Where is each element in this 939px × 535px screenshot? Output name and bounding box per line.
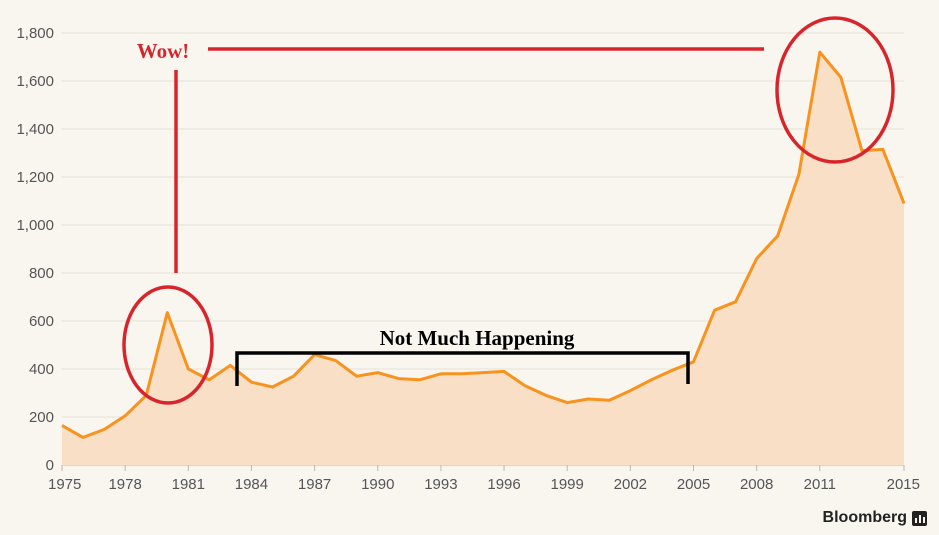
- x-tick-label: 1978: [108, 476, 141, 493]
- data-point-2003: [650, 378, 653, 381]
- data-point-1976: [82, 436, 85, 439]
- data-point-1975: [61, 424, 64, 427]
- data-point-2001: [608, 399, 611, 402]
- y-tick-label: 400: [29, 361, 54, 378]
- y-tick-label: 800: [29, 265, 54, 282]
- data-point-2010: [797, 173, 800, 176]
- x-tick-label: 1987: [298, 476, 331, 493]
- brand-name: Bloomberg: [822, 509, 907, 526]
- data-point-1980: [166, 311, 169, 314]
- data-point-1995: [482, 371, 485, 374]
- annotation-wow-label: Wow!: [137, 39, 190, 63]
- data-point-2011: [818, 51, 821, 54]
- x-tick-label: 2015: [887, 476, 920, 493]
- annotation-bracket: [235, 351, 690, 386]
- x-tick-label: 2008: [740, 476, 773, 493]
- data-line: [61, 50, 906, 439]
- x-tick-label: 1993: [424, 476, 457, 493]
- annotation-circle-2011: [775, 16, 895, 164]
- bar-chart-icon: [912, 510, 927, 526]
- data-point-1986: [292, 375, 295, 378]
- y-tick-label: 1,200: [16, 169, 54, 186]
- x-tick-label: 1981: [172, 476, 205, 493]
- data-point-1982: [208, 378, 211, 381]
- y-tick-label: 0: [46, 457, 54, 474]
- y-tick-label: 1,000: [16, 217, 54, 234]
- y-tick-label: 600: [29, 313, 54, 330]
- data-point-1997: [524, 384, 527, 387]
- area-fill: [62, 52, 904, 465]
- x-tick-label: 2002: [614, 476, 647, 493]
- x-tick-label: 1999: [551, 476, 584, 493]
- data-point-1996: [503, 370, 506, 373]
- y-axis-ticks: 0 200 400 600 800 1,000 1,200 1,400 1,600 1,800: [16, 25, 54, 474]
- data-point-2015: [903, 202, 906, 205]
- data-point-1989: [355, 375, 358, 378]
- annotation-circle-1980: [122, 285, 214, 405]
- data-point-1999: [566, 401, 569, 404]
- x-tick-label: 1996: [487, 476, 520, 493]
- data-point-2005: [692, 360, 695, 363]
- data-point-2002: [629, 389, 632, 392]
- data-point-1978: [124, 414, 127, 417]
- data-point-1998: [545, 394, 548, 397]
- x-tick-label: 1984: [235, 476, 268, 493]
- data-point-1983: [229, 364, 232, 367]
- annotation-flat-label: Not Much Happening: [380, 326, 575, 350]
- data-point-1993: [439, 372, 442, 375]
- x-axis-ticks: 1975 1978 1981 1984 1987 1990 1993 1996 1999 2002…: [48, 465, 920, 493]
- data-point-1994: [460, 372, 463, 375]
- data-point-2007: [734, 300, 737, 303]
- data-point-2006: [713, 309, 716, 312]
- data-point-2004: [671, 369, 674, 372]
- data-point-2008: [755, 257, 758, 260]
- x-tick-label: 1990: [361, 476, 394, 493]
- y-tick-label: 1,400: [16, 121, 54, 138]
- data-point-1985: [271, 386, 274, 389]
- x-tick-label: 2011: [804, 476, 836, 493]
- data-point-1977: [103, 428, 106, 431]
- annotation-wow: Wow!: [122, 16, 895, 405]
- data-point-2014: [881, 148, 884, 151]
- annotation-not-much-happening: Not Much Happening: [235, 326, 690, 386]
- y-tick-label: 1,600: [16, 73, 54, 90]
- x-tick-label: 1975: [48, 476, 81, 493]
- data-point-1988: [334, 359, 337, 362]
- data-point-2000: [587, 398, 590, 401]
- data-point-1991: [397, 377, 400, 380]
- x-tick-label: 2005: [677, 476, 710, 493]
- bloomberg-logo: Bloomberg: [823, 509, 927, 527]
- data-point-1992: [418, 378, 421, 381]
- y-tick-label: 1,800: [16, 25, 54, 42]
- data-point-1984: [250, 381, 253, 384]
- data-point-1981: [187, 368, 190, 371]
- data-point-2012: [839, 76, 842, 79]
- y-tick-label: 200: [29, 409, 54, 426]
- data-point-2009: [776, 234, 779, 237]
- data-point-1990: [376, 371, 379, 374]
